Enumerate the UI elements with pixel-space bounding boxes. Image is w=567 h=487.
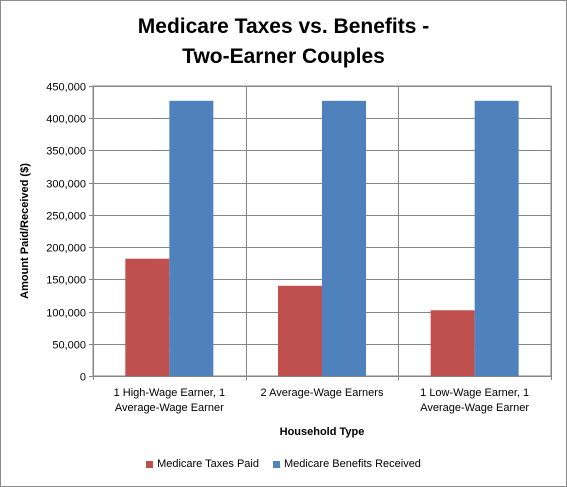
- x-tick-label: 2 Average-Wage Earners: [261, 387, 384, 399]
- bars: [125, 100, 519, 377]
- y-tick-label: 100,000: [46, 308, 86, 320]
- x-tick-label: Average-Wage Earner: [420, 402, 529, 414]
- chart-title-line-2: Two-Earner Couples: [182, 45, 385, 68]
- bar-benefits-received: [474, 100, 519, 377]
- legend-item-taxes: Medicare Taxes Paid: [146, 458, 259, 470]
- x-axis-title: Household Type: [280, 426, 365, 438]
- legend-swatch-taxes: [146, 460, 154, 468]
- y-tick-label: 50,000: [52, 340, 86, 352]
- bar-benefits-received: [322, 100, 366, 377]
- legend-swatch-benefits: [272, 460, 280, 468]
- bar-benefits-received: [169, 100, 214, 377]
- tick-labels: 0 50,000 100,000 150,000 200,000 250,000 300,0…: [46, 82, 529, 415]
- y-tick-label: 200,000: [46, 243, 86, 255]
- legend-label-taxes: Medicare Taxes Paid: [157, 458, 259, 470]
- y-tick-label: 400,000: [46, 114, 86, 126]
- x-tick-label: Average-Wage Earner: [115, 402, 224, 414]
- legend: Medicare Taxes Paid Medicare Benefits Re…: [0, 458, 567, 470]
- y-axis-title: Amount Paid/Received ($): [19, 163, 31, 299]
- y-tick-label: 0: [80, 372, 86, 384]
- axes: [89, 86, 552, 380]
- bar-taxes-paid: [125, 258, 170, 376]
- chart-title-line-1: Medicare Taxes vs. Benefits -: [137, 15, 430, 38]
- bar-taxes-paid: [278, 285, 322, 376]
- y-tick-label: 150,000: [46, 275, 86, 287]
- y-tick-label: 250,000: [46, 211, 86, 223]
- bar-taxes-paid: [430, 310, 475, 376]
- x-tick-label: 1 Low-Wage Earner, 1: [420, 387, 529, 399]
- y-tick-label: 450,000: [46, 82, 86, 94]
- legend-label-benefits: Medicare Benefits Received: [283, 458, 421, 470]
- x-tick-label: 1 High-Wage Earner, 1: [114, 387, 225, 399]
- y-tick-label: 300,000: [46, 179, 86, 191]
- y-tick-label: 350,000: [46, 146, 86, 158]
- legend-item-benefits: Medicare Benefits Received: [272, 458, 421, 470]
- chart-title: Medicare Taxes vs. Benefits - Two-Earner…: [0, 12, 567, 72]
